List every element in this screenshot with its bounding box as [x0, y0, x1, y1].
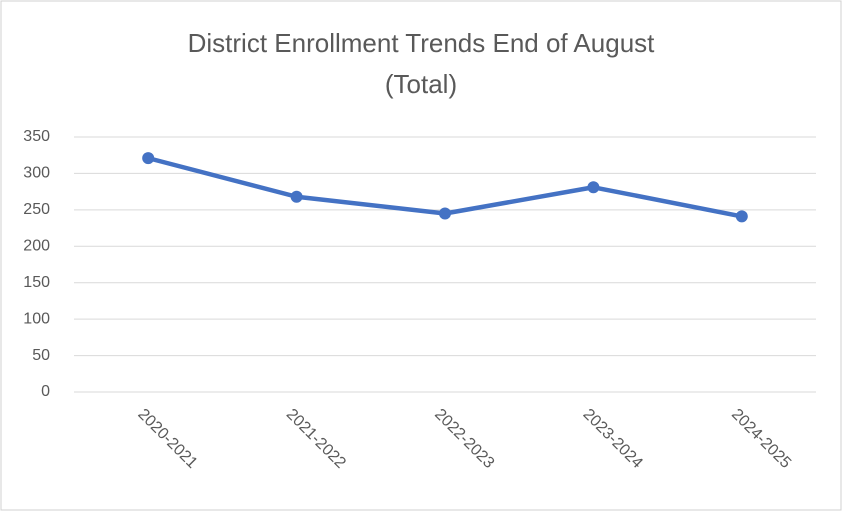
y-tick-label: 150	[23, 274, 50, 291]
y-tick-label: 200	[23, 238, 50, 255]
data-point	[587, 181, 600, 194]
data-point	[290, 190, 303, 203]
y-tick-label: 250	[23, 201, 50, 218]
y-tick-label: 100	[23, 310, 50, 327]
y-tick-label: 50	[32, 347, 50, 364]
data-point	[439, 207, 451, 220]
y-tick-label: 300	[23, 165, 50, 182]
y-tick-label: 0	[41, 383, 50, 400]
y-tick-label: 350	[23, 128, 50, 145]
data-point	[142, 152, 155, 165]
data-point	[735, 210, 748, 223]
chart-title: (Total)	[385, 69, 457, 99]
chart-title: District Enrollment Trends End of August	[188, 28, 656, 58]
